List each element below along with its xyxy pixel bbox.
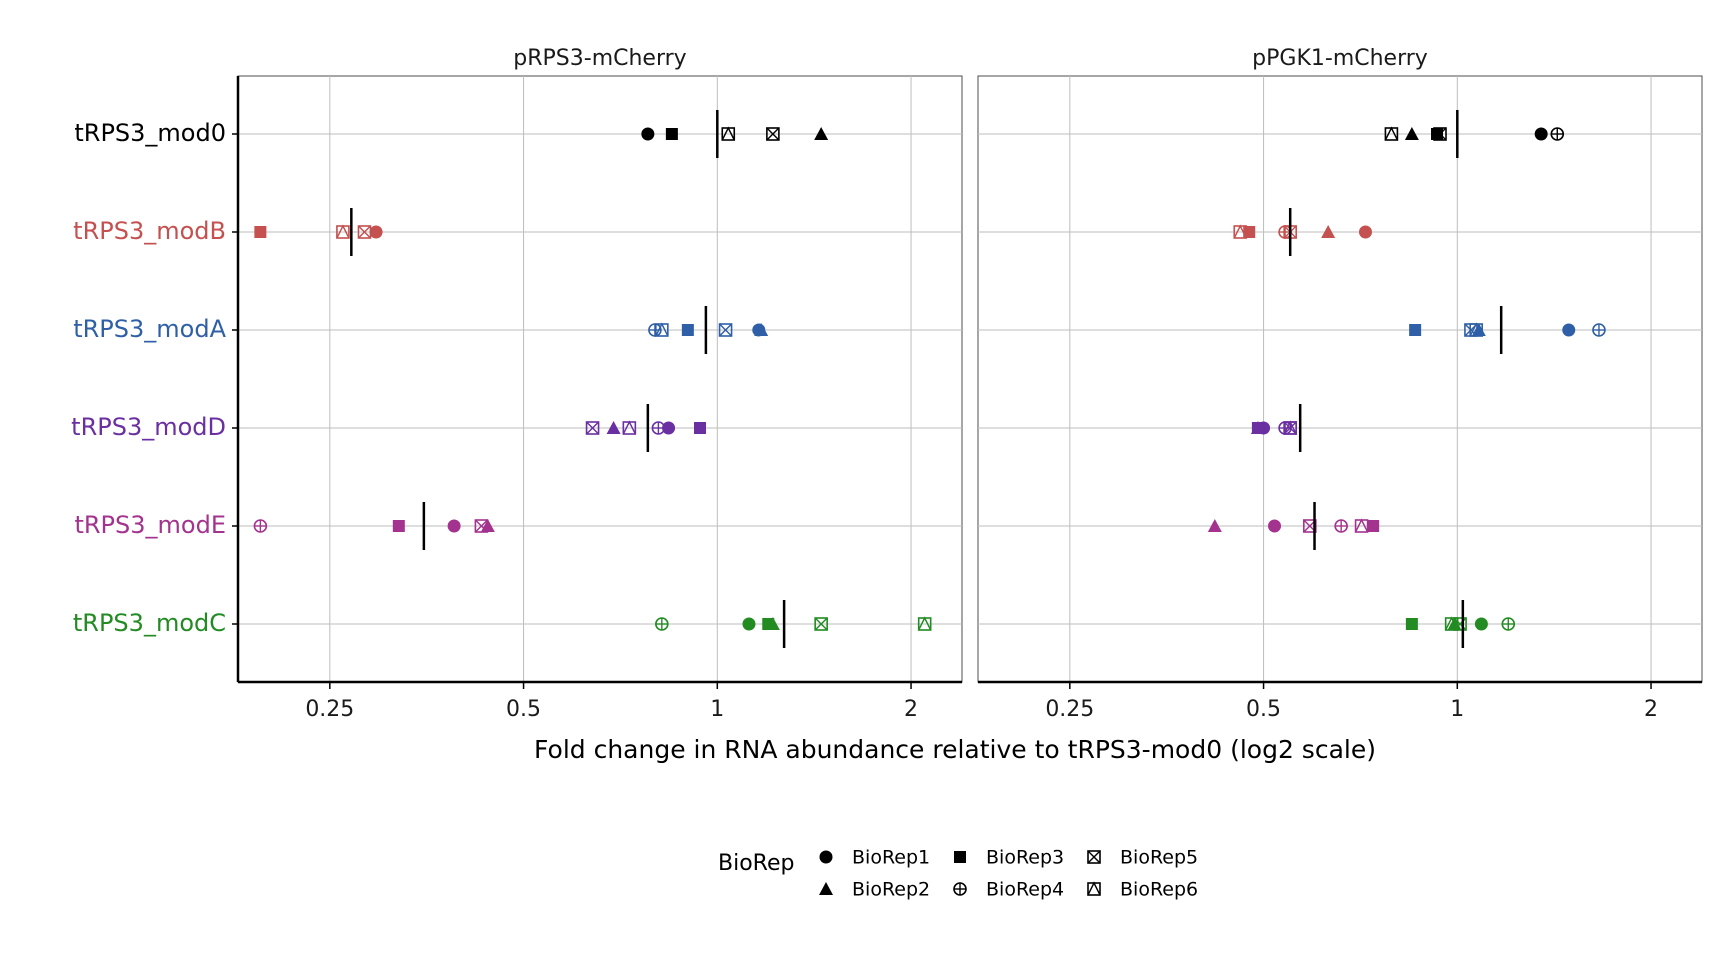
panel-border — [237, 75, 963, 683]
data-point — [254, 226, 267, 238]
legend: BioRep BioRep1 BioRep2 BioRep3 BioRep4 BioRe… — [718, 847, 1198, 901]
data-point — [814, 617, 828, 631]
legend-label: BioRep2 — [852, 879, 930, 901]
data-point — [1534, 127, 1548, 141]
data-point — [1592, 323, 1606, 337]
category-labels: tRPS3_mod0 tRPS3_modB tRPS3_modA tRPS3_modD… — [71, 119, 226, 637]
legend-key — [1087, 881, 1101, 896]
data-point — [1207, 519, 1222, 532]
data-point — [1283, 420, 1297, 435]
data-point — [1474, 617, 1488, 631]
data-point — [447, 519, 461, 533]
data-point — [694, 422, 707, 434]
x-tick-label: 2 — [904, 697, 918, 722]
data-point — [585, 421, 600, 435]
x-tick-label: 1 — [1450, 697, 1464, 722]
data-point — [1233, 224, 1248, 239]
legend-label: BioRep4 — [986, 879, 1064, 901]
data-point — [718, 323, 733, 337]
facet-title: pRPS3-mCherry — [513, 46, 686, 71]
data-point — [606, 421, 621, 434]
legend-key — [819, 882, 833, 895]
legend-key — [1087, 850, 1101, 864]
legend-key — [819, 850, 833, 864]
x-tick-label: 2 — [1644, 697, 1658, 722]
category-label: tRPS3_modD — [71, 413, 226, 441]
data-point — [622, 420, 637, 435]
data-point — [357, 225, 372, 239]
data-point — [814, 127, 829, 140]
data-point — [1431, 128, 1444, 140]
data-point — [1321, 225, 1336, 238]
data-point — [681, 324, 694, 336]
category-label: tRPS3_mod0 — [74, 119, 226, 147]
data-point — [1334, 519, 1348, 533]
category-label: tRPS3_modC — [73, 609, 226, 637]
data-point — [1501, 617, 1516, 631]
legend-label: BioRep6 — [1120, 879, 1198, 901]
data-point — [762, 618, 775, 630]
x-tick-label: 0.5 — [506, 697, 541, 722]
x-tick-label: 0.25 — [1045, 697, 1094, 722]
data-point — [1433, 127, 1447, 141]
data-point — [1367, 520, 1380, 532]
data-point — [1550, 127, 1565, 141]
data-point — [721, 126, 736, 141]
data-point — [1409, 324, 1422, 336]
data-point — [392, 520, 405, 532]
x-tick-label: 0.5 — [1246, 697, 1281, 722]
data-point — [917, 616, 932, 631]
data-point — [1404, 127, 1419, 140]
legend-title: BioRep — [718, 851, 794, 876]
data-point — [655, 322, 669, 337]
data-point — [1354, 518, 1369, 533]
data-point — [655, 617, 669, 631]
data-point — [1268, 519, 1282, 533]
facet-panel: pPGK1-mCherry 0.25 0.5 1 2 — [977, 46, 1703, 722]
legend-key — [954, 851, 966, 863]
data-point — [665, 128, 678, 140]
legend-key — [953, 882, 967, 896]
data-point — [474, 519, 489, 533]
x-tick-label: 0.25 — [305, 697, 354, 722]
data-point — [1469, 322, 1484, 337]
facet-panels: pRPS3-mCherry 0.25 0.5 1 2 pPGK1-mCherry 0.25 0… — [232, 46, 1703, 722]
panel-border — [977, 75, 1703, 683]
data-point — [766, 127, 780, 141]
data-point — [754, 323, 769, 336]
data-point — [1251, 422, 1264, 434]
data-point — [1562, 323, 1576, 337]
category-label: tRPS3_modE — [74, 511, 226, 539]
facet-title: pPGK1-mCherry — [1252, 46, 1428, 71]
data-point — [651, 421, 666, 435]
data-point — [1358, 225, 1372, 239]
legend-label: BioRep5 — [1120, 847, 1198, 869]
x-tick-label: 1 — [710, 697, 724, 722]
data-point — [742, 617, 756, 631]
x-axis-title: Fold change in RNA abundance relative to… — [534, 735, 1376, 764]
data-point — [253, 519, 268, 533]
legend-label: BioRep3 — [986, 847, 1064, 869]
data-point — [662, 421, 676, 435]
category-label: tRPS3_modB — [73, 217, 226, 245]
data-point — [369, 225, 383, 239]
data-point — [1405, 618, 1418, 630]
data-point — [336, 224, 350, 239]
data-point — [1384, 126, 1399, 141]
facet-panel: pRPS3-mCherry 0.25 0.5 1 2 — [232, 46, 963, 722]
data-point — [1444, 616, 1459, 631]
category-label: tRPS3_modA — [73, 315, 226, 343]
legend-label: BioRep1 — [852, 847, 930, 869]
data-point — [641, 127, 655, 141]
